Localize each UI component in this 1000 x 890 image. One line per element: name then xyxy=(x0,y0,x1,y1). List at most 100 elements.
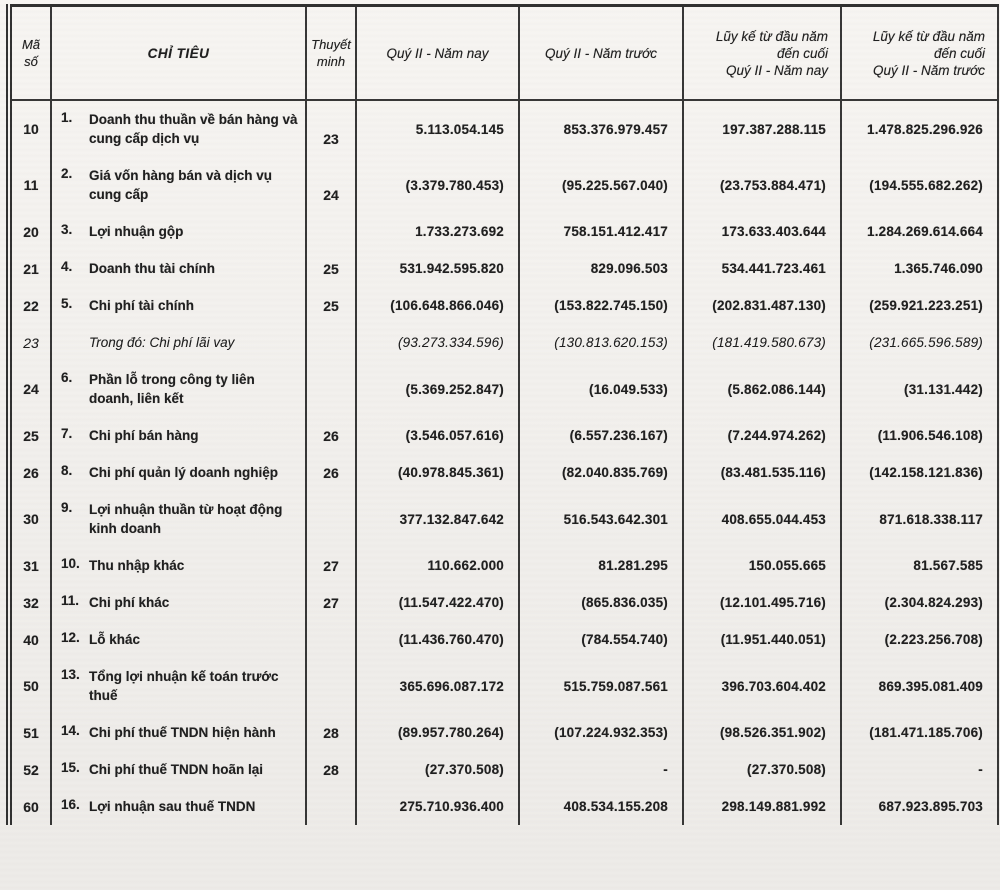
table-row: 25 7. Chi phí bán hàng 26 (3.546.057.616… xyxy=(8,417,999,454)
table-row: 52 15. Chi phí thuế TNDN hoãn lại 28 (27… xyxy=(8,751,999,788)
row-q2-last-year: (784.554.740) xyxy=(518,621,684,658)
row-q2-last-year: 408.534.155.208 xyxy=(518,788,684,825)
row-item: 8. Chi phí quản lý doanh nghiệp xyxy=(50,454,307,491)
row-item-number: 13. xyxy=(61,667,80,682)
row-note: 26 xyxy=(305,417,357,454)
row-code: 50 xyxy=(8,658,52,714)
row-code: 10 xyxy=(8,100,52,157)
row-ytd-this-year: (98.526.351.902) xyxy=(682,714,842,751)
row-code: 22 xyxy=(8,287,52,324)
row-item: 11. Chi phí khác xyxy=(50,584,307,621)
row-note xyxy=(305,324,357,361)
row-q2-last-year: 515.759.087.561 xyxy=(518,658,684,714)
row-q2-last-year: (16.049.533) xyxy=(518,361,684,417)
row-item-label: Chi phí tài chính xyxy=(89,298,194,313)
row-q2-last-year: 81.281.295 xyxy=(518,547,684,584)
row-note: 25 xyxy=(305,250,357,287)
row-ytd-last-year: (231.665.596.589) xyxy=(840,324,999,361)
row-q2-this-year: 5.113.054.145 xyxy=(355,100,520,157)
table-row: 31 10. Thu nhập khác 27 110.662.000 81.2… xyxy=(8,547,999,584)
row-item: Trong đó: Chi phí lãi vay xyxy=(50,324,307,361)
row-code: 31 xyxy=(8,547,52,584)
row-ytd-last-year: 1.365.746.090 xyxy=(840,250,999,287)
row-code: 52 xyxy=(8,751,52,788)
header-code: Mã số xyxy=(8,5,52,101)
row-item-label: Doanh thu tài chính xyxy=(89,261,215,276)
row-q2-last-year: (865.836.035) xyxy=(518,584,684,621)
row-code: 24 xyxy=(8,361,52,417)
row-q2-last-year: 829.096.503 xyxy=(518,250,684,287)
table-row: 10 1. Doanh thu thuần về bán hàng và cun… xyxy=(8,100,999,157)
row-code: 21 xyxy=(8,250,52,287)
row-q2-last-year: (6.557.236.167) xyxy=(518,417,684,454)
row-ytd-last-year: - xyxy=(840,751,999,788)
row-note xyxy=(305,788,357,825)
row-item-number: 2. xyxy=(61,166,73,181)
row-ytd-last-year: (11.906.546.108) xyxy=(840,417,999,454)
row-q2-this-year: 531.942.595.820 xyxy=(355,250,520,287)
row-ytd-last-year: (31.131.442) xyxy=(840,361,999,417)
table-row: 40 12. Lỗ khác (11.436.760.470) (784.554… xyxy=(8,621,999,658)
row-q2-this-year: 1.733.273.692 xyxy=(355,213,520,250)
row-note: 23 xyxy=(305,100,357,157)
row-item-number: 3. xyxy=(61,222,73,237)
header-row: Mã số CHỈ TIÊU Thuyết minh Quý II - Năm … xyxy=(8,5,999,101)
row-ytd-this-year: 408.655.044.453 xyxy=(682,491,842,547)
row-item-number: 1. xyxy=(61,110,73,125)
row-item: 1. Doanh thu thuần về bán hàng và cung c… xyxy=(50,100,307,157)
row-item: 4. Doanh thu tài chính xyxy=(50,250,307,287)
row-ytd-last-year: (181.471.185.706) xyxy=(840,714,999,751)
row-q2-this-year: (106.648.866.046) xyxy=(355,287,520,324)
row-ytd-last-year: 869.395.081.409 xyxy=(840,658,999,714)
row-item-label: Thu nhập khác xyxy=(89,558,185,573)
row-ytd-last-year: (194.555.682.262) xyxy=(840,157,999,213)
row-ytd-last-year: 81.567.585 xyxy=(840,547,999,584)
table-row: 32 11. Chi phí khác 27 (11.547.422.470) … xyxy=(8,584,999,621)
row-ytd-this-year: (27.370.508) xyxy=(682,751,842,788)
table-header: Mã số CHỈ TIÊU Thuyết minh Quý II - Năm … xyxy=(8,5,999,101)
row-q2-this-year: (3.546.057.616) xyxy=(355,417,520,454)
row-item: 6. Phần lỗ trong công ty liên doanh, liê… xyxy=(50,361,307,417)
table-body: 10 1. Doanh thu thuần về bán hàng và cun… xyxy=(8,100,999,825)
row-q2-this-year: (93.273.334.596) xyxy=(355,324,520,361)
income-statement-table: Mã số CHỈ TIÊU Thuyết minh Quý II - Năm … xyxy=(6,4,999,825)
row-ytd-this-year: (5.862.086.144) xyxy=(682,361,842,417)
header-ytd-last-year: Lũy kế từ đầu năm đến cuối Quý II - Năm … xyxy=(840,5,999,101)
row-q2-last-year: (153.822.745.150) xyxy=(518,287,684,324)
row-q2-this-year: (3.379.780.453) xyxy=(355,157,520,213)
row-item: 7. Chi phí bán hàng xyxy=(50,417,307,454)
row-note: 27 xyxy=(305,547,357,584)
row-ytd-this-year: (12.101.495.716) xyxy=(682,584,842,621)
row-item: 3. Lợi nhuận gộp xyxy=(50,213,307,250)
row-q2-this-year: (89.957.780.264) xyxy=(355,714,520,751)
row-item-label: Chi phí thuế TNDN hoãn lại xyxy=(89,762,263,777)
row-code: 26 xyxy=(8,454,52,491)
row-code: 51 xyxy=(8,714,52,751)
row-q2-last-year: (107.224.932.353) xyxy=(518,714,684,751)
row-code: 23 xyxy=(8,324,52,361)
row-note xyxy=(305,361,357,417)
row-item: 2. Giá vốn hàng bán và dịch vụ cung cấp xyxy=(50,157,307,213)
row-ytd-last-year: (2.304.824.293) xyxy=(840,584,999,621)
row-q2-this-year: (5.369.252.847) xyxy=(355,361,520,417)
row-ytd-this-year: (202.831.487.130) xyxy=(682,287,842,324)
row-item-label: Lợi nhuận gộp xyxy=(89,224,184,239)
table-row: 21 4. Doanh thu tài chính 25 531.942.595… xyxy=(8,250,999,287)
row-ytd-this-year: 534.441.723.461 xyxy=(682,250,842,287)
table-row: 20 3. Lợi nhuận gộp 1.733.273.692 758.15… xyxy=(8,213,999,250)
row-ytd-this-year: (181.419.580.673) xyxy=(682,324,842,361)
row-code: 11 xyxy=(8,157,52,213)
row-item-label: Chi phí khác xyxy=(89,595,170,610)
row-item-number: 4. xyxy=(61,259,73,274)
row-item-label: Lợi nhuận sau thuế TNDN xyxy=(89,799,256,814)
row-ytd-this-year: (7.244.974.262) xyxy=(682,417,842,454)
row-q2-last-year: (95.225.567.040) xyxy=(518,157,684,213)
table-row: 30 9. Lợi nhuận thuần từ hoạt động kinh … xyxy=(8,491,999,547)
row-ytd-last-year: (142.158.121.836) xyxy=(840,454,999,491)
row-q2-this-year: (11.547.422.470) xyxy=(355,584,520,621)
row-item: 10. Thu nhập khác xyxy=(50,547,307,584)
row-code: 25 xyxy=(8,417,52,454)
row-code: 30 xyxy=(8,491,52,547)
row-ytd-last-year: 1.478.825.296.926 xyxy=(840,100,999,157)
header-q2-last-year: Quý II - Năm trước xyxy=(518,5,684,101)
